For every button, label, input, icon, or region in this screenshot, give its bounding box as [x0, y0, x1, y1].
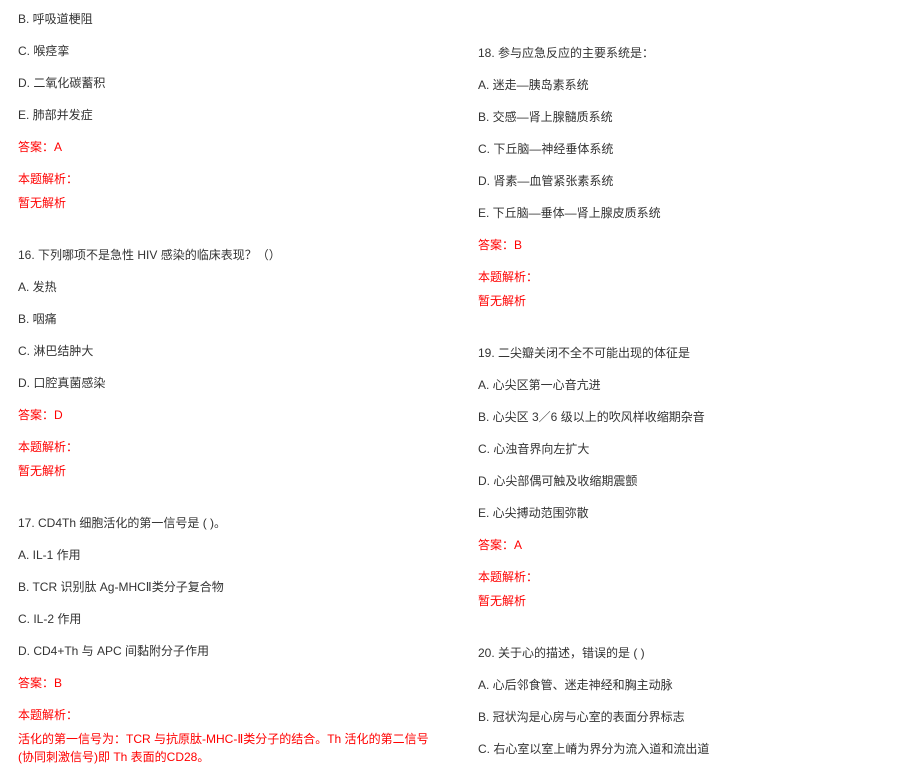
- q16-explain-label: 本题解析：: [18, 438, 442, 456]
- q19-stem: 19. 二尖瓣关闭不全不可能出现的体征是: [478, 344, 902, 362]
- q19-option-a: A. 心尖区第一心音亢进: [478, 376, 902, 394]
- q16-answer: 答案：D: [18, 406, 442, 424]
- q16-option-d: D. 口腔真菌感染: [18, 374, 442, 392]
- q18-explain-text: 暂无解析: [478, 292, 902, 310]
- q16-option-a: A. 发热: [18, 278, 442, 296]
- q19-option-e: E. 心尖搏动范围弥散: [478, 504, 902, 522]
- q19-option-b: B. 心尖区 3／6 级以上的吹风样收缩期杂音: [478, 408, 902, 426]
- q17-stem: 17. CD4Th 细胞活化的第一信号是 ( )。: [18, 514, 442, 532]
- q16-option-c: C. 淋巴结肿大: [18, 342, 442, 360]
- q18-option-c: C. 下丘脑—神经垂体系统: [478, 140, 902, 158]
- q18-stem: 18. 参与应急反应的主要系统是：: [478, 44, 902, 62]
- q20-option-a: A. 心后邻食管、迷走神经和胸主动脉: [478, 676, 902, 694]
- q15-option-c: C. 喉痉挛: [18, 42, 442, 60]
- q17-explain-text: 活化的第一信号为：TCR 与抗原肽-MHC-Ⅱ类分子的结合。Th 活化的第二信号…: [18, 730, 442, 766]
- q17-option-d: D. CD4+Th 与 APC 间黏附分子作用: [18, 642, 442, 660]
- q19-option-c: C. 心浊音界向左扩大: [478, 440, 902, 458]
- q18-option-e: E. 下丘脑—垂体—肾上腺皮质系统: [478, 204, 902, 222]
- q20-stem: 20. 关于心的描述，错误的是 ( ): [478, 644, 902, 662]
- q17-option-a: A. IL-1 作用: [18, 546, 442, 564]
- q16-option-b: B. 咽痛: [18, 310, 442, 328]
- q17-answer: 答案：B: [18, 674, 442, 692]
- q15-option-e: E. 肺部并发症: [18, 106, 442, 124]
- q15-explain-label: 本题解析：: [18, 170, 442, 188]
- q18-answer: 答案：B: [478, 236, 902, 254]
- q15-explain-text: 暂无解析: [18, 194, 442, 212]
- q20-option-c: C. 右心室以室上嵴为界分为流入道和流出道: [478, 740, 902, 758]
- q17-explain-label: 本题解析：: [18, 706, 442, 724]
- q15-answer: 答案：A: [18, 138, 442, 156]
- q16-explain-text: 暂无解析: [18, 462, 442, 480]
- q20-option-b: B. 冠状沟是心房与心室的表面分界标志: [478, 708, 902, 726]
- q16-stem: 16. 下列哪项不是急性 HIV 感染的临床表现？（）: [18, 246, 442, 264]
- q15-option-d: D. 二氧化碳蓄积: [18, 74, 442, 92]
- q18-option-b: B. 交感—肾上腺髓质系统: [478, 108, 902, 126]
- q19-explain-text: 暂无解析: [478, 592, 902, 610]
- q18-option-a: A. 迷走—胰岛素系统: [478, 76, 902, 94]
- q19-answer: 答案：A: [478, 536, 902, 554]
- q18-option-d: D. 肾素—血管紧张素系统: [478, 172, 902, 190]
- q19-explain-label: 本题解析：: [478, 568, 902, 586]
- q17-option-c: C. IL-2 作用: [18, 610, 442, 628]
- q17-option-b: B. TCR 识别肽 Ag-MHCⅡ类分子复合物: [18, 578, 442, 596]
- q18-explain-label: 本题解析：: [478, 268, 902, 286]
- q19-option-d: D. 心尖部偶可触及收缩期震颤: [478, 472, 902, 490]
- q15-option-b: B. 呼吸道梗阻: [18, 10, 442, 28]
